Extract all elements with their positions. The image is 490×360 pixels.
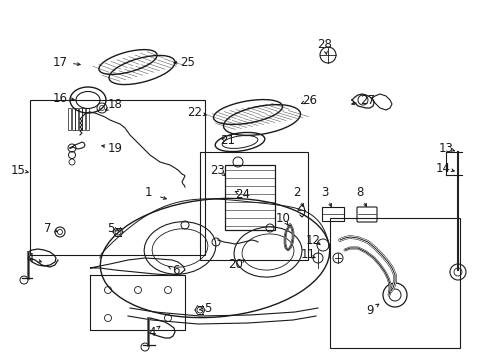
Bar [72, 108, 74, 130]
Text: 12: 12 [305, 234, 320, 247]
Text: 5: 5 [107, 221, 115, 234]
Text: 10: 10 [275, 211, 291, 225]
Text: 25: 25 [180, 55, 196, 68]
Text: 24: 24 [236, 189, 250, 202]
Bar [330, 218, 460, 348]
Text: 14: 14 [436, 162, 450, 175]
Text: 9: 9 [366, 303, 374, 316]
Text: 11: 11 [300, 248, 316, 261]
Text: 21: 21 [220, 134, 236, 147]
Bar [200, 152, 308, 260]
Text: 4: 4 [148, 325, 156, 338]
Bar [78, 108, 81, 130]
Text: 22: 22 [188, 105, 202, 118]
Text: 28: 28 [318, 39, 332, 51]
Text: 13: 13 [439, 141, 453, 154]
Text: 18: 18 [108, 99, 122, 112]
Bar [30, 100, 205, 255]
Text: 1: 1 [144, 186, 152, 199]
Text: 26: 26 [302, 94, 318, 107]
Bar [68, 108, 71, 130]
Bar [85, 108, 89, 130]
Text: 5: 5 [204, 302, 212, 315]
Bar [75, 108, 78, 130]
Bar [82, 108, 85, 130]
Bar [322, 207, 344, 221]
Text: 23: 23 [211, 163, 225, 176]
Text: 20: 20 [228, 258, 244, 271]
Text: 8: 8 [356, 186, 364, 199]
Text: 15: 15 [11, 163, 25, 176]
Text: 2: 2 [293, 186, 301, 199]
Text: 17: 17 [52, 55, 68, 68]
Text: 16: 16 [52, 91, 68, 104]
Bar [225, 165, 275, 230]
Text: 19: 19 [107, 141, 122, 154]
Text: 7: 7 [44, 221, 52, 234]
Text: 6: 6 [172, 264, 180, 276]
Text: 3: 3 [321, 186, 329, 199]
Text: 27: 27 [361, 94, 375, 107]
Text: 4: 4 [26, 252, 34, 265]
